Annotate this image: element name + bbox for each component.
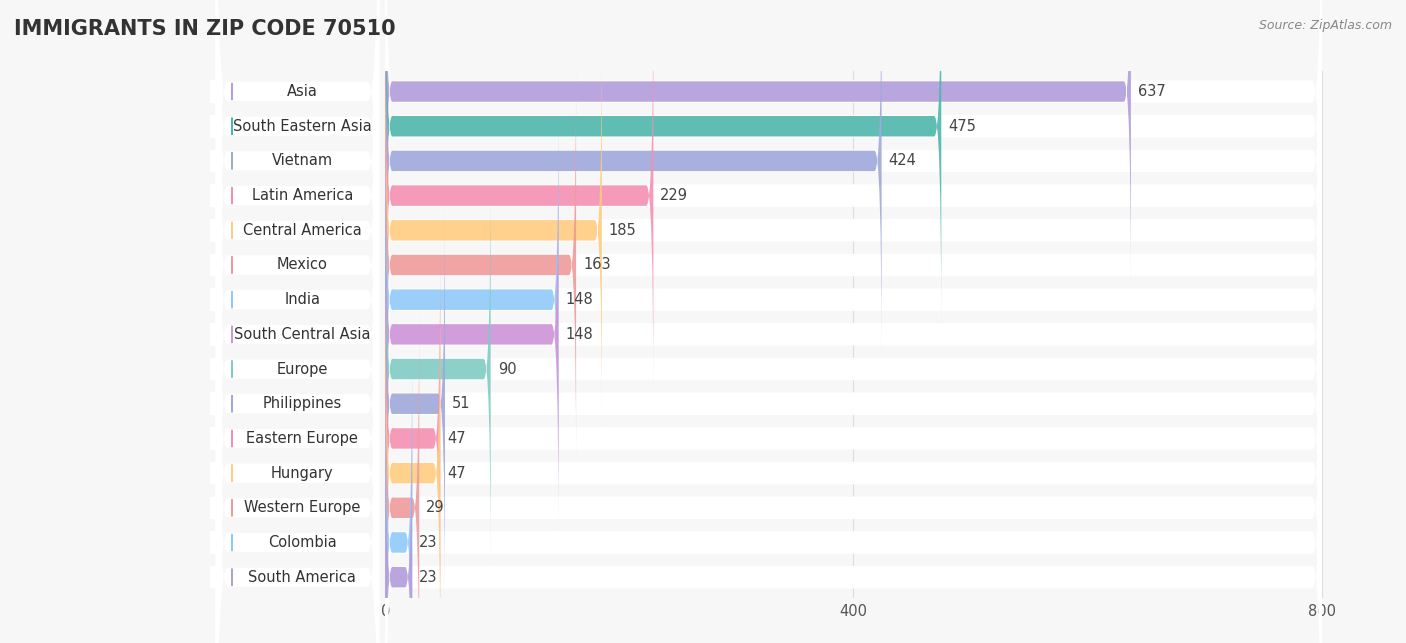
FancyBboxPatch shape (385, 310, 419, 643)
FancyBboxPatch shape (215, 0, 380, 533)
Text: Eastern Europe: Eastern Europe (246, 431, 359, 446)
FancyBboxPatch shape (215, 0, 380, 568)
FancyBboxPatch shape (215, 0, 380, 498)
Text: Source: ZipAtlas.com: Source: ZipAtlas.com (1258, 19, 1392, 32)
FancyBboxPatch shape (209, 150, 215, 172)
Text: 47: 47 (447, 466, 465, 480)
Text: Western Europe: Western Europe (245, 500, 360, 515)
FancyBboxPatch shape (385, 103, 1322, 635)
FancyBboxPatch shape (385, 345, 412, 643)
Text: Asia: Asia (287, 84, 318, 99)
FancyBboxPatch shape (209, 427, 215, 449)
FancyBboxPatch shape (215, 0, 380, 602)
Text: 29: 29 (426, 500, 444, 515)
FancyBboxPatch shape (385, 276, 1322, 643)
Text: 637: 637 (1137, 84, 1166, 99)
FancyBboxPatch shape (215, 240, 380, 643)
FancyBboxPatch shape (385, 68, 1322, 601)
FancyBboxPatch shape (209, 531, 215, 554)
Text: South Eastern Asia: South Eastern Asia (233, 119, 371, 134)
Text: South America: South America (249, 570, 356, 584)
FancyBboxPatch shape (385, 0, 1322, 531)
FancyBboxPatch shape (385, 0, 1322, 496)
FancyBboxPatch shape (209, 358, 215, 380)
FancyBboxPatch shape (385, 242, 1322, 643)
Text: 148: 148 (565, 327, 593, 342)
Text: South Central Asia: South Central Asia (233, 327, 370, 342)
FancyBboxPatch shape (385, 102, 558, 498)
FancyBboxPatch shape (385, 0, 1322, 427)
FancyBboxPatch shape (209, 254, 215, 276)
Text: Philippines: Philippines (263, 396, 342, 412)
FancyBboxPatch shape (385, 0, 941, 324)
FancyBboxPatch shape (385, 0, 1322, 462)
Text: India: India (284, 292, 321, 307)
Text: Mexico: Mexico (277, 257, 328, 273)
FancyBboxPatch shape (215, 136, 380, 643)
FancyBboxPatch shape (385, 33, 1322, 566)
FancyBboxPatch shape (385, 207, 1322, 643)
FancyBboxPatch shape (385, 67, 576, 463)
Text: 23: 23 (419, 570, 437, 584)
Text: Colombia: Colombia (267, 535, 336, 550)
FancyBboxPatch shape (215, 0, 380, 637)
FancyBboxPatch shape (215, 101, 380, 643)
FancyBboxPatch shape (385, 206, 444, 602)
FancyBboxPatch shape (385, 379, 412, 643)
Text: 424: 424 (889, 154, 917, 168)
FancyBboxPatch shape (209, 289, 215, 311)
FancyBboxPatch shape (215, 205, 380, 643)
Text: 163: 163 (583, 257, 610, 273)
FancyBboxPatch shape (209, 323, 215, 346)
Text: IMMIGRANTS IN ZIP CODE 70510: IMMIGRANTS IN ZIP CODE 70510 (14, 19, 395, 39)
FancyBboxPatch shape (209, 392, 215, 415)
FancyBboxPatch shape (385, 275, 440, 643)
FancyBboxPatch shape (209, 219, 215, 242)
FancyBboxPatch shape (385, 0, 654, 394)
FancyBboxPatch shape (215, 0, 380, 643)
Text: 23: 23 (419, 535, 437, 550)
Text: Europe: Europe (277, 361, 328, 377)
FancyBboxPatch shape (385, 0, 1130, 289)
Text: 90: 90 (498, 361, 516, 377)
FancyBboxPatch shape (209, 80, 215, 103)
Text: Central America: Central America (243, 222, 361, 238)
Text: Hungary: Hungary (271, 466, 333, 480)
Text: 148: 148 (565, 292, 593, 307)
Text: Latin America: Latin America (252, 188, 353, 203)
FancyBboxPatch shape (209, 496, 215, 519)
FancyBboxPatch shape (215, 170, 380, 643)
Text: 475: 475 (948, 119, 976, 134)
FancyBboxPatch shape (209, 185, 215, 207)
FancyBboxPatch shape (215, 0, 380, 429)
FancyBboxPatch shape (385, 240, 440, 637)
Text: 47: 47 (447, 431, 465, 446)
FancyBboxPatch shape (215, 32, 380, 643)
FancyBboxPatch shape (385, 0, 1322, 358)
FancyBboxPatch shape (385, 32, 602, 428)
FancyBboxPatch shape (209, 115, 215, 138)
FancyBboxPatch shape (385, 311, 1322, 643)
FancyBboxPatch shape (385, 0, 1322, 392)
FancyBboxPatch shape (385, 0, 882, 359)
FancyBboxPatch shape (215, 66, 380, 643)
Text: 51: 51 (451, 396, 471, 412)
Text: 185: 185 (609, 222, 637, 238)
FancyBboxPatch shape (385, 172, 1322, 643)
FancyBboxPatch shape (215, 0, 380, 464)
FancyBboxPatch shape (209, 462, 215, 484)
Text: 229: 229 (661, 188, 689, 203)
FancyBboxPatch shape (209, 566, 215, 588)
FancyBboxPatch shape (385, 136, 558, 532)
Text: Vietnam: Vietnam (271, 154, 333, 168)
FancyBboxPatch shape (385, 138, 1322, 643)
FancyBboxPatch shape (385, 171, 491, 567)
